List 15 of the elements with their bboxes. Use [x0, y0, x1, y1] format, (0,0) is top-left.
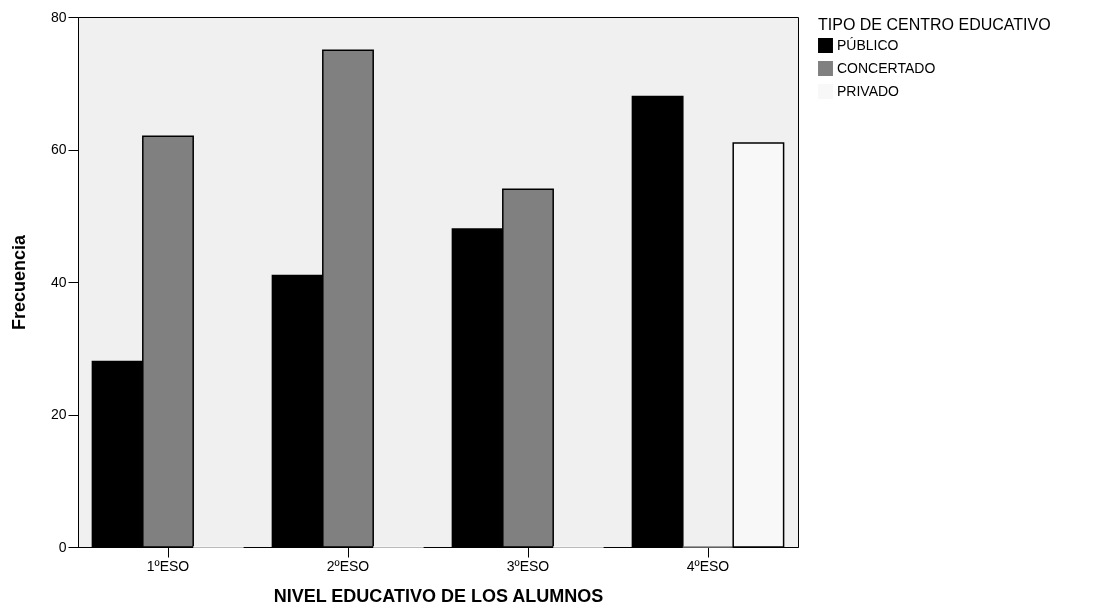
x-tick-label: 2ºESO	[326, 557, 370, 574]
x-tick-label: 3ºESO	[506, 557, 550, 574]
legend-label: PRIVADO	[837, 82, 900, 99]
legend-label: CONCERTADO	[837, 59, 936, 76]
y-tick-label: 80	[50, 8, 67, 25]
y-tick-label: 0	[58, 538, 67, 555]
y-tick-label: 40	[50, 273, 67, 290]
x-tick-label: 1ºESO	[146, 557, 190, 574]
y-tick-label: 60	[50, 141, 67, 157]
legend-title: TIPO DE CENTRO EDUCATIVO	[818, 16, 1051, 33]
y-axis-title: Frecuencia	[8, 233, 29, 331]
legend-label: PÚBLICO	[837, 36, 899, 53]
x-axis-title: NIVEL EDUCATIVO DE LOS ALUMNOS	[273, 585, 604, 606]
x-tick-label: 4ºESO	[686, 557, 730, 574]
y-tick-label: 20	[50, 406, 67, 422]
